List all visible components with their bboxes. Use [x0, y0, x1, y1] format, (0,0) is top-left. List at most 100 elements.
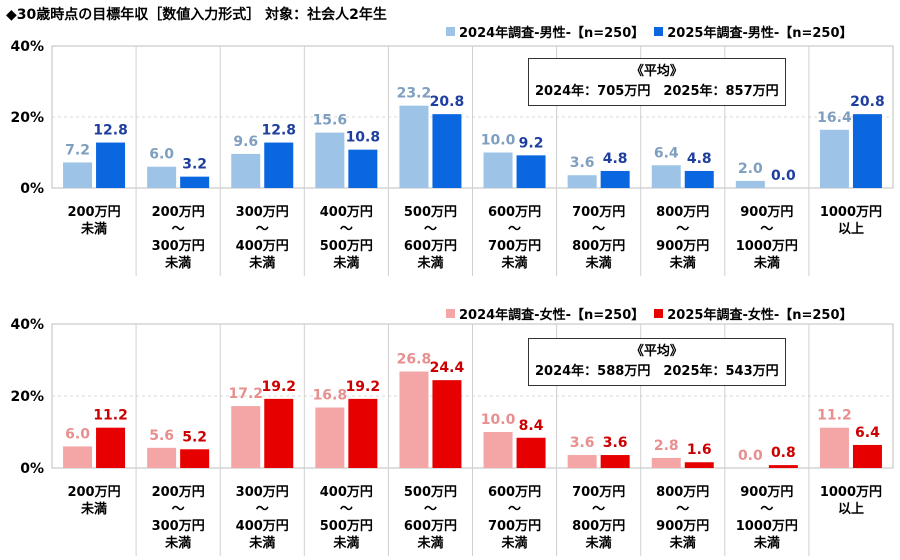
y-tick-label: 0% [20, 461, 44, 477]
y-tick-label: 40% [10, 39, 44, 55]
bar-series-0 [651, 165, 681, 188]
bar-series-0 [819, 129, 849, 188]
data-label: 24.4 [430, 360, 465, 376]
data-label: 12.8 [261, 123, 296, 139]
category-label: 400万円～ 500万円未満 [320, 485, 373, 551]
data-label: 6.4 [855, 425, 880, 441]
legend-female: 2024年調査-女性-【n=250】 2025年調査-女性-【n=250】 [446, 304, 853, 323]
bar-series-1 [432, 114, 462, 188]
category-label: 1000万円以上 [820, 485, 882, 517]
bar-series-0 [399, 371, 429, 468]
bar-series-1 [516, 155, 546, 188]
category-label: 500万円～ 600万円未満 [404, 205, 457, 271]
average-box-male: 《平均》 2024年：705万円 2025年：857万円 [528, 58, 786, 106]
legend-item-2025-male: 2025年調査-男性-【n=250】 [654, 22, 853, 41]
chart-female: 0% 20% 40% 6.0 5.6 17.2 16.8 26.8 10.0 3.6 2.8 0.0 1… [10, 317, 894, 556]
data-label: 5.2 [182, 429, 207, 445]
data-label: 11.2 [93, 408, 128, 424]
category-label: 900万円～ 1000万円未満 [736, 205, 798, 271]
y-tick-label: 20% [10, 389, 44, 405]
bar-series-0 [567, 455, 597, 468]
data-label: 9.6 [233, 134, 258, 150]
data-label: 11.2 [817, 408, 852, 424]
data-label: 15.6 [313, 113, 348, 129]
legend-swatch-2025-female [654, 309, 664, 318]
bar-series-0 [567, 175, 597, 188]
y-tick-label: 40% [10, 317, 44, 333]
data-label: 9.2 [519, 135, 544, 151]
chart-title: ◆30歳時点の目標年収［数値入力形式］ 対象：社会人2年生 [6, 7, 387, 23]
bar-series-0 [231, 406, 261, 468]
legend-label-2024-female: 2024年調査-女性-【n=250】 [459, 308, 645, 323]
data-label: 10.8 [346, 130, 381, 146]
legend-label-2024-male: 2024年調査-男性-【n=250】 [459, 26, 645, 41]
category-label: 200万円未満 [67, 485, 120, 517]
category-label: 200万円～ 300万円未満 [152, 485, 205, 551]
bar-series-0 [483, 432, 513, 468]
data-label: 4.8 [687, 151, 712, 167]
category-label: 700万円～ 800万円未満 [572, 205, 625, 271]
data-label: 20.8 [430, 94, 465, 110]
data-label: 20.8 [850, 94, 885, 110]
category-label: 600万円～ 700万円未満 [488, 485, 541, 551]
data-label: 10.0 [481, 133, 516, 149]
bar-series-1 [180, 176, 210, 188]
data-label: 1.6 [687, 442, 712, 458]
bar-series-1 [348, 149, 378, 188]
bar-series-0 [399, 105, 429, 188]
average-heading-female: 《平均》 [630, 344, 683, 359]
data-label: 0.0 [771, 168, 796, 184]
bar-series-0 [147, 447, 177, 468]
category-label: 700万円～ 800万円未満 [572, 485, 625, 551]
data-label: 26.8 [397, 352, 432, 368]
data-label: 16.4 [817, 110, 852, 126]
bar-series-0 [231, 153, 261, 188]
bar-series-0 [483, 152, 513, 188]
category-label: 300万円～ 400万円未満 [236, 485, 289, 551]
y-tick-label: 20% [10, 110, 44, 126]
data-label: 3.6 [570, 435, 595, 451]
data-label: 23.2 [397, 86, 432, 102]
legend-swatch-2024-female [446, 309, 455, 318]
data-label: 19.2 [261, 379, 296, 395]
bar-series-1 [768, 465, 798, 468]
category-label: 800万円～ 900万円未満 [656, 485, 709, 551]
bar-series-1 [96, 427, 126, 468]
legend-swatch-2025-male [654, 27, 664, 36]
chart-male: 0% 20% 40% 7.2 6.0 9.6 15.6 23.2 10.0 3.6 6.4 2.0 16… [10, 39, 894, 276]
data-label: 7.2 [65, 142, 90, 158]
legend-item-2025-female: 2025年調査-女性-【n=250】 [654, 304, 853, 323]
data-label: 8.4 [519, 418, 544, 434]
bar-series-1 [852, 444, 882, 468]
bar-series-1 [348, 398, 378, 468]
category-label: 200万円～ 300万円未満 [152, 205, 205, 271]
data-label: 2.8 [654, 438, 679, 454]
category-label: 400万円～ 500万円未満 [320, 205, 373, 271]
legend-swatch-2024-male [446, 27, 455, 36]
bar-series-1 [264, 398, 294, 468]
average-text-female: 2024年：588万円 2025年：543万円 [535, 364, 779, 379]
data-label: 5.6 [149, 428, 174, 444]
data-label: 6.0 [65, 426, 90, 442]
bar-series-1 [180, 449, 210, 468]
bar-series-1 [96, 142, 126, 188]
bar-series-1 [852, 114, 882, 188]
bar-series-0 [63, 162, 93, 188]
legend-label-2025-male: 2025年調査-男性-【n=250】 [667, 26, 853, 41]
data-label: 3.6 [603, 435, 628, 451]
category-label: 300万円～ 400万円未満 [236, 205, 289, 271]
legend-label-2025-female: 2025年調査-女性-【n=250】 [667, 308, 853, 323]
data-label: 10.0 [481, 412, 516, 428]
data-label: 19.2 [346, 379, 381, 395]
bar-series-0 [315, 132, 345, 188]
bar-series-1 [600, 170, 630, 188]
category-label: 1000万円以上 [820, 205, 882, 237]
bar-series-0 [315, 407, 345, 468]
legend-item-2024-female: 2024年調査-女性-【n=250】 [446, 304, 644, 323]
bar-series-0 [735, 180, 765, 188]
average-heading-male: 《平均》 [630, 64, 683, 79]
data-label: 2.0 [738, 161, 763, 177]
category-label: 600万円～ 700万円未満 [488, 205, 541, 271]
data-label: 16.8 [313, 388, 348, 404]
bar-series-1 [600, 455, 630, 468]
